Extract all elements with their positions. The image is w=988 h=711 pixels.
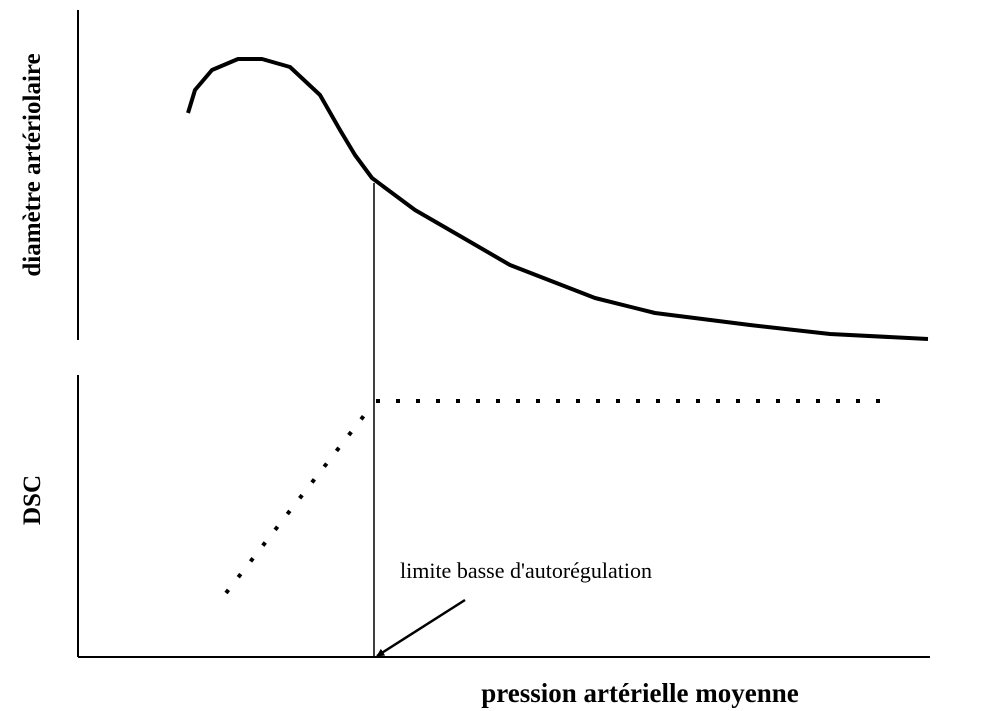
y-bottom-label: DSC <box>19 475 46 525</box>
x-label: pression artérielle moyenne <box>481 678 798 708</box>
annotation: limite basse d'autorégulation <box>400 558 652 583</box>
arrow <box>376 598 466 658</box>
slope-dotted <box>224 411 368 595</box>
y-top-label: diamètre artériolaire <box>19 53 46 276</box>
diameter-curve <box>186 57 929 341</box>
